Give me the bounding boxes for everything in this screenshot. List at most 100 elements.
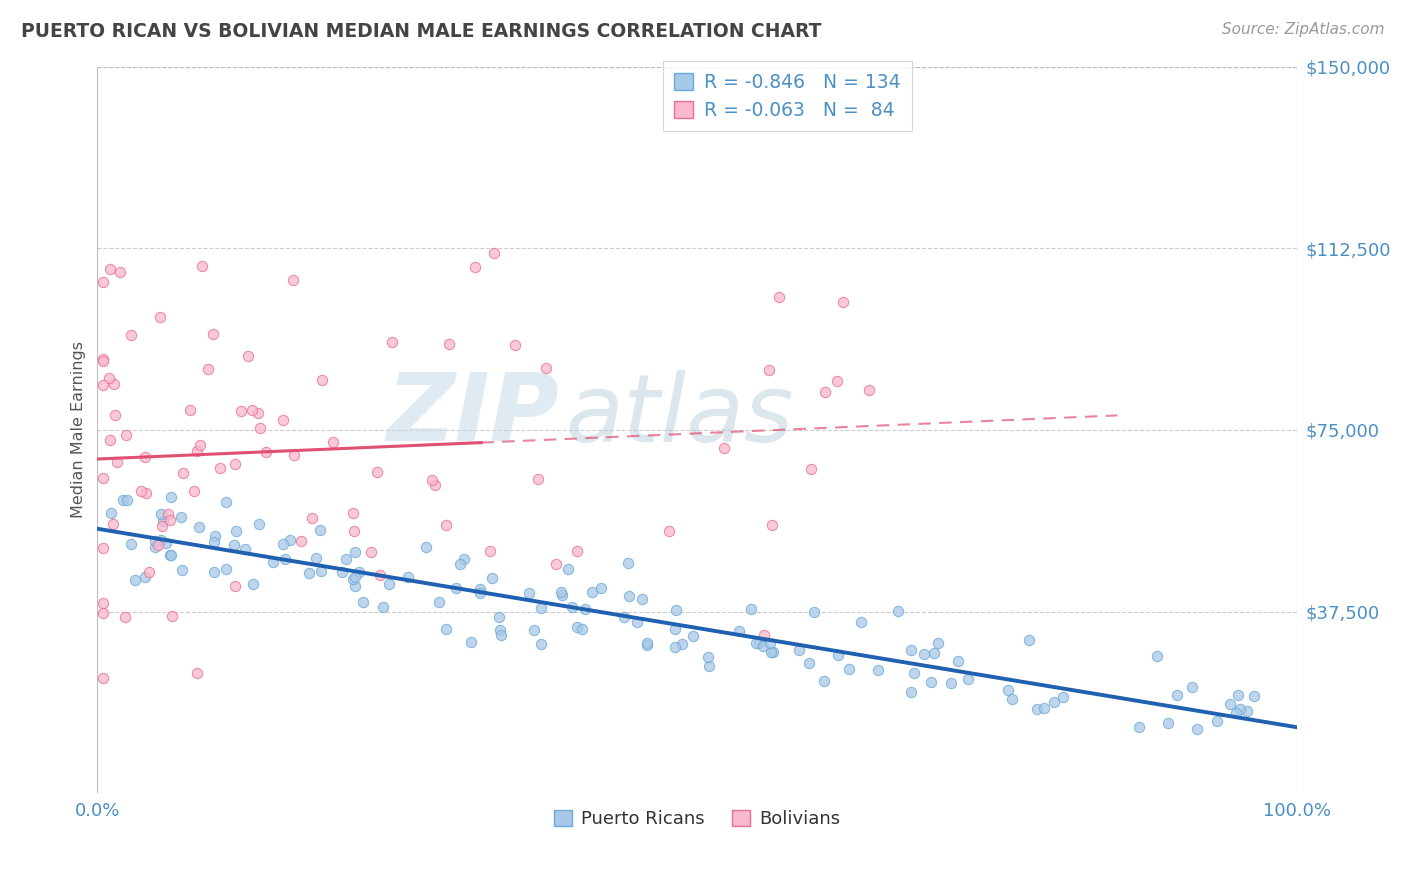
Point: [800, 462, 823, 476]
Point: [956, 673, 979, 687]
Point: [242, 577, 264, 591]
Point: [152, 514, 174, 528]
Point: [425, 478, 447, 492]
Point: [489, 628, 512, 642]
Text: PUERTO RICAN VS BOLIVIAN MEDIAN MALE EARNINGS CORRELATION CHART: PUERTO RICAN VS BOLIVIAN MEDIAN MALE EAR…: [21, 22, 821, 41]
Point: [240, 403, 263, 417]
Point: [114, 609, 136, 624]
Point: [768, 290, 790, 304]
Point: [159, 548, 181, 562]
Point: [1025, 702, 1047, 716]
Point: [565, 620, 588, 634]
Point: [159, 548, 181, 562]
Point: [222, 538, 245, 552]
Point: [530, 637, 553, 651]
Point: [713, 442, 735, 456]
Point: [262, 555, 284, 569]
Point: [912, 648, 935, 662]
Point: [149, 508, 172, 522]
Point: [378, 576, 401, 591]
Point: [803, 605, 825, 619]
Point: [93, 596, 115, 610]
Point: [93, 275, 115, 289]
Point: [574, 601, 596, 615]
Point: [924, 646, 946, 660]
Point: [551, 588, 574, 602]
Point: [93, 606, 115, 620]
Point: [1157, 716, 1180, 731]
Point: [636, 636, 658, 650]
Point: [330, 566, 353, 580]
Point: [728, 624, 751, 638]
Point: [134, 570, 156, 584]
Point: [93, 470, 115, 484]
Point: [527, 472, 550, 486]
Point: [172, 563, 194, 577]
Point: [682, 629, 704, 643]
Point: [343, 524, 366, 539]
Point: [188, 520, 211, 534]
Point: [565, 544, 588, 558]
Point: [101, 516, 124, 531]
Point: [120, 327, 142, 342]
Point: [696, 650, 718, 665]
Point: [274, 551, 297, 566]
Point: [93, 352, 115, 367]
Point: [1219, 697, 1241, 711]
Point: [155, 535, 177, 549]
Point: [98, 262, 121, 277]
Point: [202, 535, 225, 549]
Point: [249, 421, 271, 435]
Point: [489, 623, 512, 637]
Point: [290, 533, 312, 548]
Point: [759, 645, 782, 659]
Point: [481, 571, 503, 585]
Point: [665, 602, 688, 616]
Point: [589, 582, 612, 596]
Point: [104, 408, 127, 422]
Point: [172, 466, 194, 480]
Point: [740, 601, 762, 615]
Point: [468, 582, 491, 597]
Point: [759, 635, 782, 649]
Point: [103, 376, 125, 391]
Point: [368, 568, 391, 582]
Point: [1243, 689, 1265, 703]
Point: [278, 533, 301, 547]
Point: [100, 506, 122, 520]
Text: atlas: atlas: [565, 370, 793, 461]
Point: [617, 590, 640, 604]
Point: [115, 428, 138, 442]
Point: [827, 648, 849, 662]
Point: [1043, 695, 1066, 709]
Point: [460, 634, 482, 648]
Point: [762, 645, 785, 659]
Point: [887, 604, 910, 618]
Point: [283, 449, 305, 463]
Point: [202, 565, 225, 579]
Point: [664, 622, 686, 636]
Point: [93, 354, 115, 368]
Point: [488, 610, 510, 624]
Point: [758, 363, 780, 377]
Point: [343, 545, 366, 559]
Point: [124, 573, 146, 587]
Point: [550, 584, 572, 599]
Point: [349, 565, 371, 579]
Point: [343, 570, 366, 584]
Point: [115, 492, 138, 507]
Point: [797, 656, 820, 670]
Point: [530, 601, 553, 615]
Point: [948, 654, 970, 668]
Point: [342, 507, 364, 521]
Point: [93, 378, 115, 392]
Point: [159, 513, 181, 527]
Point: [215, 562, 238, 576]
Point: [699, 658, 721, 673]
Point: [179, 402, 201, 417]
Point: [150, 518, 173, 533]
Point: [752, 627, 775, 641]
Point: [231, 403, 253, 417]
Point: [415, 540, 437, 554]
Point: [188, 437, 211, 451]
